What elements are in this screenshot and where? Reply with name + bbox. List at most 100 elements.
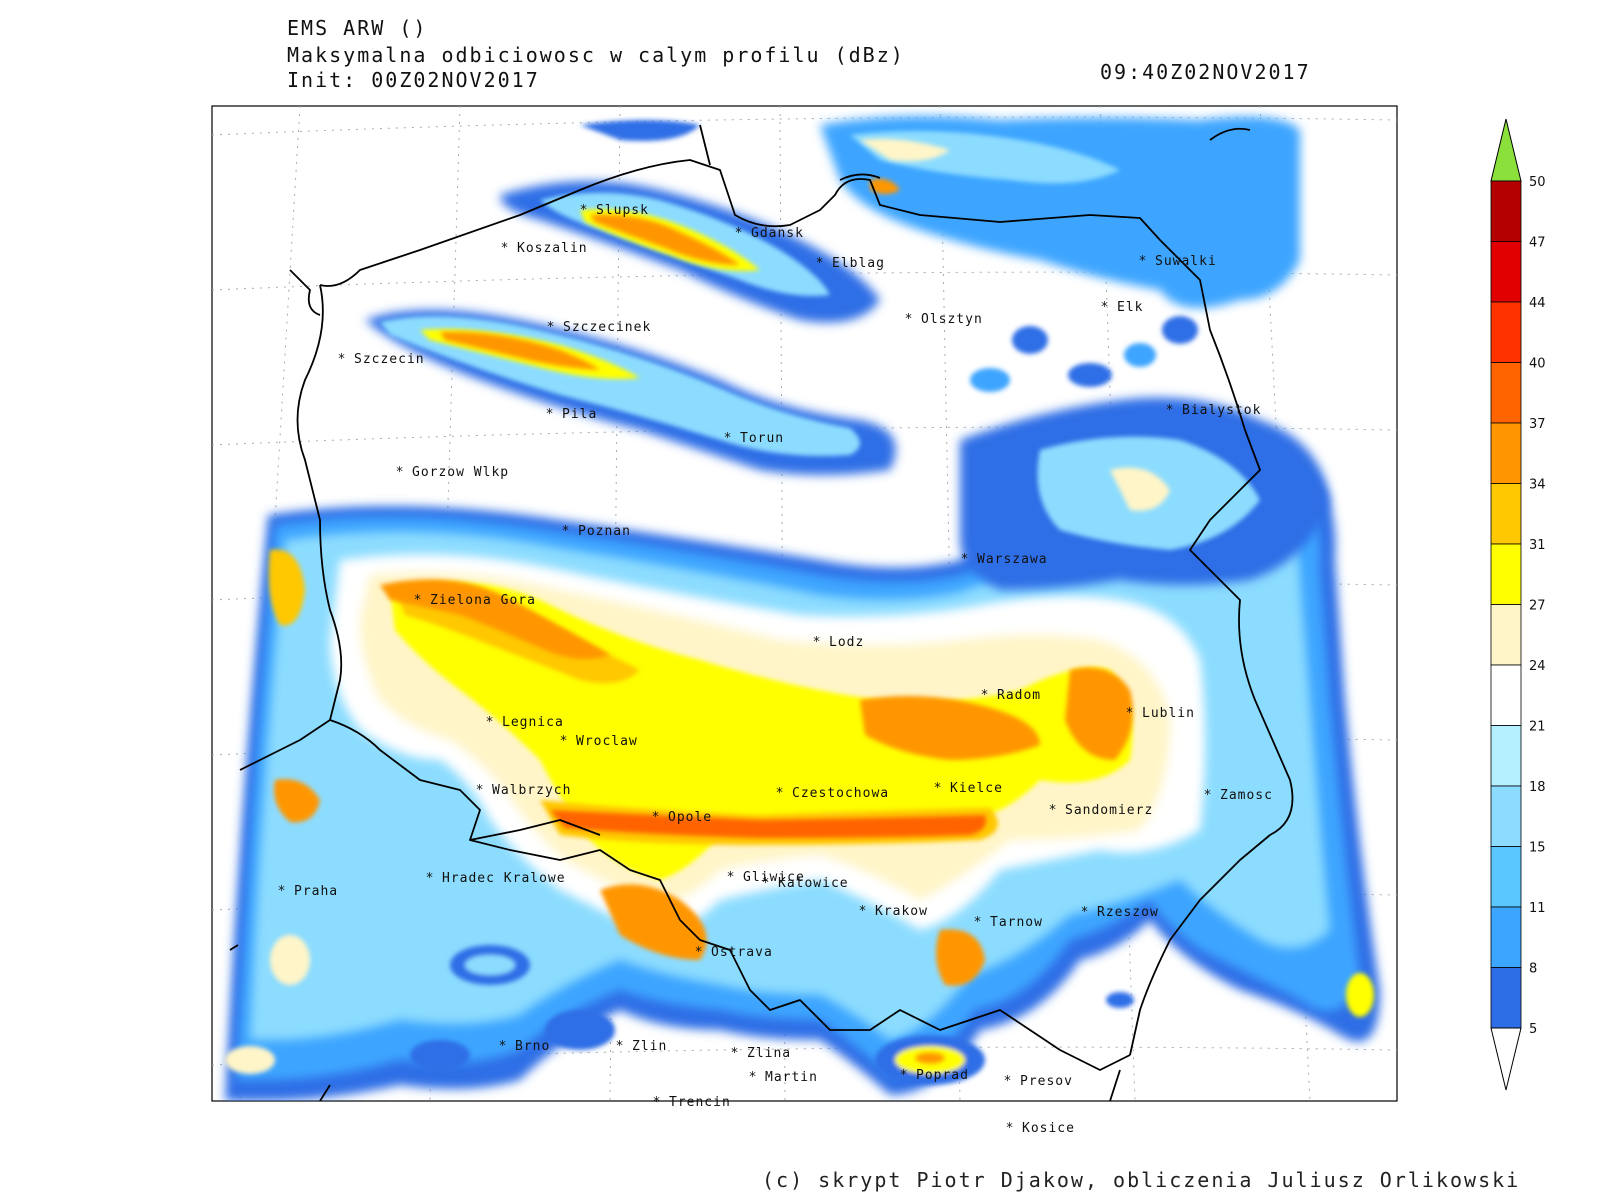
city-star-icon: * (396, 465, 405, 480)
city-marker: * Pila (546, 407, 597, 422)
colorbar-segment (1490, 241, 1522, 303)
city-marker: * Ostrava (695, 945, 773, 960)
city-star-icon: * (1166, 403, 1175, 418)
city-star-icon: * (900, 1068, 909, 1083)
city-label: Zlin (632, 1039, 667, 1054)
city-label: Poznan (578, 524, 631, 539)
colorbar-tick-label: 8 (1529, 962, 1537, 977)
colorbar-segment (1490, 785, 1522, 847)
city-marker: * Legnica (486, 715, 563, 730)
city-star-icon: * (749, 1070, 758, 1085)
city-star-icon: * (653, 1095, 662, 1110)
colorbar-tick-label: 24 (1529, 659, 1546, 674)
city-label: Brno (515, 1039, 550, 1054)
colorbar-segment (1490, 725, 1522, 787)
city-marker: * Poprad (900, 1068, 969, 1083)
colorbar-under-arrow (1490, 1027, 1522, 1091)
colorbar-tick-label: 21 (1529, 720, 1546, 735)
country-borders (229, 124, 1294, 1102)
city-star-icon: * (1101, 300, 1110, 315)
city-star-icon: * (731, 1046, 740, 1061)
city-marker: * Zielona Gora (414, 593, 535, 608)
city-marker: * Trencin (653, 1095, 731, 1110)
city-label: Walbrzych (492, 783, 571, 798)
city-label: Poprad (916, 1068, 969, 1083)
city-star-icon: * (1049, 803, 1058, 818)
city-marker: * Krakow (859, 904, 927, 919)
city-label: Trencin (669, 1095, 731, 1110)
city-label: Tarnow (990, 915, 1043, 930)
city-marker: * Zlina (731, 1046, 791, 1061)
city-star-icon: * (974, 915, 983, 930)
colorbar-tick-label: 18 (1529, 780, 1546, 795)
city-label: Slupsk (596, 203, 649, 218)
colorbar-segment (1490, 483, 1522, 545)
city-label: Zlina (747, 1046, 791, 1061)
colorbar-segment (1490, 664, 1522, 726)
city-star-icon: * (476, 783, 485, 798)
city-star-icon: * (934, 781, 943, 796)
city-marker: * Hradec Kralowe (426, 871, 565, 886)
colorbar-tick-label: 31 (1529, 538, 1546, 553)
city-label: Koszalin (517, 241, 588, 256)
city-label: Wroclaw (576, 734, 638, 749)
colorbar-segment (1490, 906, 1522, 968)
colorbar-segment (1490, 604, 1522, 666)
city-marker: * Lublin (1126, 706, 1195, 721)
city-star-icon: * (724, 431, 733, 446)
colorbar-segment (1490, 846, 1522, 908)
city-label: Praha (294, 884, 338, 899)
city-marker: * Radom (981, 688, 1041, 703)
city-star-icon: * (905, 312, 914, 327)
city-star-icon: * (735, 226, 744, 241)
city-marker: * Martin (749, 1070, 817, 1085)
city-label: Szczecin (354, 352, 425, 367)
city-marker: * Szczecinek (547, 320, 651, 335)
city-label: Elk (1117, 300, 1143, 315)
city-star-icon: * (560, 734, 569, 749)
city-label: Rzeszow (1097, 905, 1159, 920)
colorbar-tick-label: 44 (1529, 296, 1546, 311)
city-star-icon: * (1081, 905, 1090, 920)
city-star-icon: * (547, 320, 556, 335)
city-label: Presov (1020, 1074, 1073, 1089)
city-marker: * Gorzow Wlkp (396, 465, 509, 480)
colorbar-tick-label: 15 (1529, 841, 1546, 856)
colorbar-segment (1490, 967, 1522, 1029)
city-star-icon: * (762, 876, 771, 891)
field-title: Maksymalna odbiciowosc w calym profilu (… (287, 43, 905, 67)
city-label: Elblag (832, 256, 885, 271)
city-label: Gdansk (751, 226, 804, 241)
city-star-icon: * (1126, 706, 1135, 721)
colorbar: 50 47 44 40 37 34 31 27 24 21 18 15 11 8 5 (1490, 118, 1546, 1091)
colorbar-tick-label: 47 (1529, 236, 1546, 251)
city-label: Katowice (778, 876, 849, 891)
city-star-icon: * (813, 635, 822, 650)
colorbar-segment (1490, 362, 1522, 424)
colorbar-tick-label: 11 (1529, 901, 1546, 916)
city-star-icon: * (727, 870, 736, 885)
city-marker: * Katowice (762, 876, 849, 891)
city-label: Lublin (1142, 706, 1195, 721)
city-marker: * Praha (278, 884, 338, 899)
city-label: Zamosc (1220, 788, 1273, 803)
city-layer: * Slupsk * Koszalin * Gdansk * Elblag * Suwalki * E… (278, 203, 1273, 1136)
city-star-icon: * (501, 241, 510, 256)
colorbar-tick-label: 27 (1529, 599, 1546, 614)
city-star-icon: * (414, 593, 423, 608)
colorbar-tick-label: 34 (1529, 478, 1546, 493)
city-star-icon: * (859, 904, 868, 919)
city-label: Gorzow Wlkp (412, 465, 509, 480)
init-time: Init: 00Z02NOV2017 (287, 68, 540, 92)
city-star-icon: * (338, 352, 347, 367)
city-star-icon: * (580, 203, 589, 218)
city-label: Torun (740, 431, 784, 446)
model-title: EMS ARW () (287, 16, 428, 40)
city-marker: * Brno (499, 1039, 550, 1054)
city-marker: * Poznan (562, 524, 631, 539)
city-marker: * Suwalki (1139, 254, 1216, 269)
city-star-icon: * (1004, 1074, 1013, 1089)
colorbar-tick-label: 40 (1529, 357, 1546, 372)
city-label: Ostrava (711, 945, 773, 960)
city-marker: * Kielce (934, 781, 1002, 796)
